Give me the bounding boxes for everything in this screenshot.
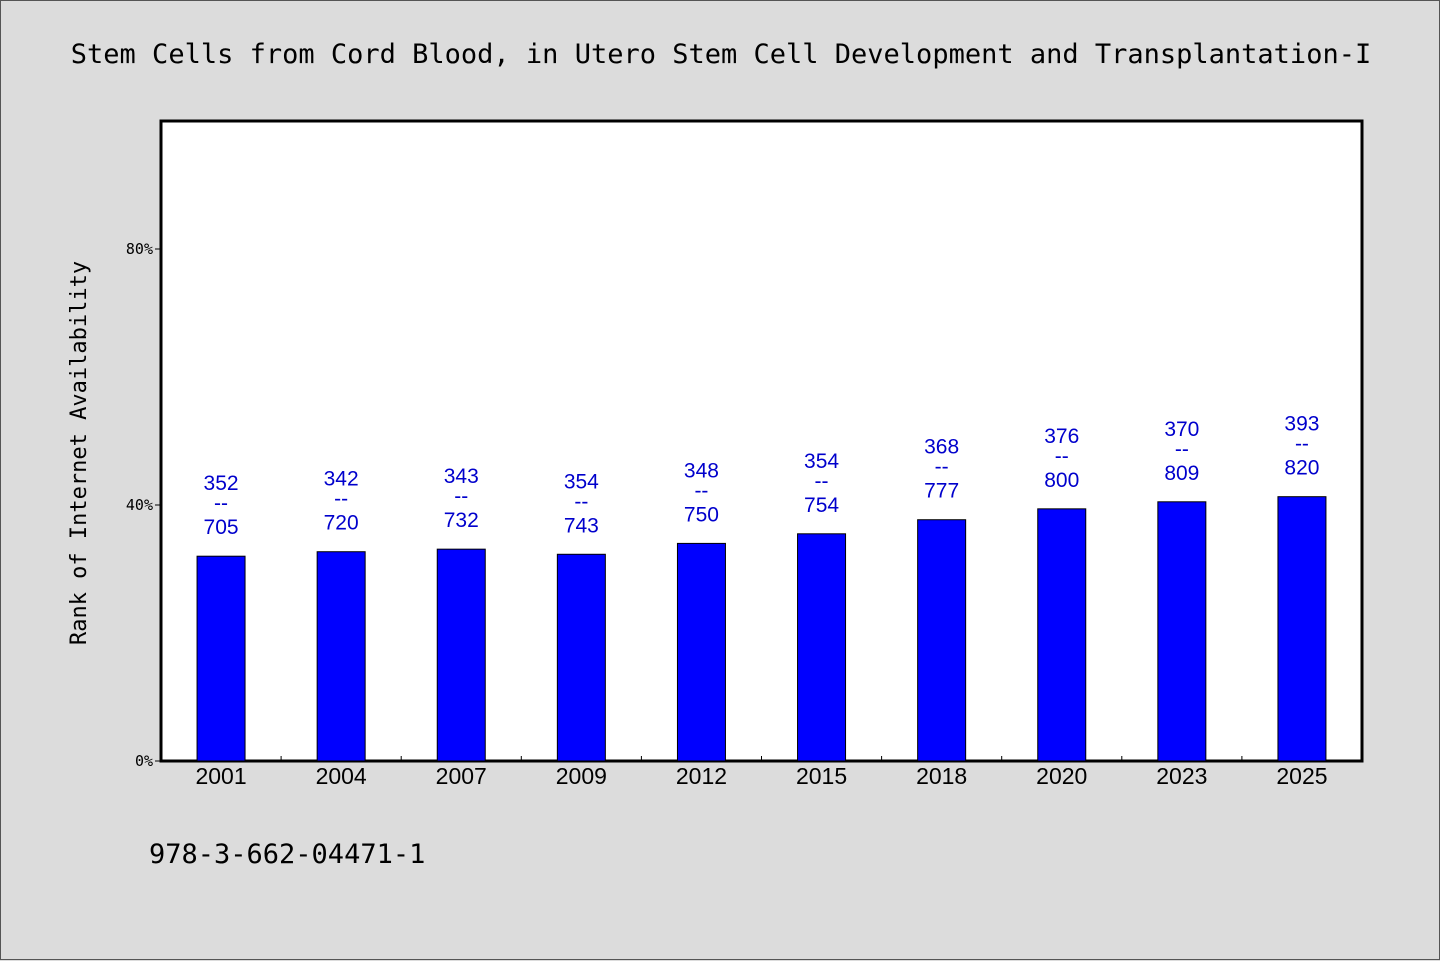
x-tick-label: 2007 (436, 763, 487, 789)
bar (797, 533, 847, 762)
data-label-line: -- (574, 490, 588, 513)
data-label: 343--732 (444, 465, 479, 532)
x-tick-label: 2018 (916, 763, 967, 789)
x-tick-label: 2012 (676, 763, 727, 789)
x-tick-label: 2015 (796, 763, 847, 789)
bar (1157, 501, 1207, 762)
data-label-line: -- (334, 488, 348, 511)
bar (196, 555, 246, 762)
data-label-line: 352 (204, 472, 239, 495)
data-label-line: 343 (444, 465, 479, 488)
data-label: 370--809 (1164, 418, 1199, 485)
data-label: 342--720 (324, 468, 359, 535)
y-axis: 0% 40% 80% (126, 240, 161, 770)
data-label-line: 368 (924, 436, 959, 459)
data-label: 393--820 (1284, 413, 1319, 480)
data-label-line: 809 (1164, 462, 1199, 485)
chart-title: Stem Cells from Cord Blood, in Utero Ste… (71, 39, 1371, 70)
data-label-line: 370 (1164, 418, 1199, 441)
x-tick-label: 2001 (195, 763, 246, 789)
y-tick-label: 40% (126, 496, 153, 514)
data-label: 368--777 (924, 436, 959, 503)
data-label-line: 820 (1284, 457, 1319, 480)
bar (1037, 508, 1087, 762)
x-tick-label: 2025 (1276, 763, 1327, 789)
x-tick-label: 2023 (1156, 763, 1207, 789)
data-label-line: 732 (444, 509, 479, 532)
data-label-line: 342 (324, 468, 359, 491)
y-tick-label: 80% (126, 240, 153, 258)
data-label-line: 354 (804, 450, 839, 473)
data-label: 352--705 (204, 472, 239, 539)
data-label-line: 777 (924, 480, 959, 503)
bar (676, 542, 726, 762)
bar (316, 551, 366, 762)
bar (436, 548, 486, 762)
data-label-line: -- (815, 470, 829, 493)
data-label: 354--754 (804, 450, 839, 517)
data-label-line: -- (1055, 445, 1069, 468)
data-label-line: -- (214, 492, 228, 515)
data-label: 348--750 (684, 459, 719, 526)
y-axis-label: Rank of Internet Availability (67, 261, 92, 645)
data-label-line: -- (1175, 438, 1189, 461)
data-label-line: 376 (1044, 425, 1079, 448)
bar (1277, 496, 1327, 762)
x-tick-label: 2004 (316, 763, 367, 789)
data-label-line: -- (694, 479, 708, 502)
data-label-line: 743 (564, 514, 599, 537)
bar (917, 519, 967, 762)
data-labels: 352--705342--720343--732354--743348--750… (204, 413, 1320, 540)
data-label: 376--800 (1044, 425, 1079, 492)
data-label-line: 348 (684, 459, 719, 482)
bar (556, 553, 606, 762)
data-label-line: 800 (1044, 469, 1079, 492)
data-label-line: -- (935, 456, 949, 479)
y-tick-label: 0% (135, 752, 153, 770)
data-label-line: 754 (804, 494, 839, 517)
x-tick-label: 2009 (556, 763, 607, 789)
data-label: 354--743 (564, 470, 599, 537)
x-tick-label: 2020 (1036, 763, 1087, 789)
bar-series (196, 496, 1327, 762)
data-label-line: 750 (684, 503, 719, 526)
isbn-label: 978-3-662-04471-1 (149, 839, 425, 870)
x-axis: 2001 2004 2007 2009 2012 2015 2018 2020 2023 2025 (195, 756, 1328, 789)
data-label-line: 720 (324, 512, 359, 535)
data-label-line: 393 (1284, 413, 1319, 436)
data-label-line: -- (454, 485, 468, 508)
data-label-line: -- (1295, 433, 1309, 456)
data-label-line: 354 (564, 470, 599, 493)
data-label-line: 705 (204, 516, 239, 539)
